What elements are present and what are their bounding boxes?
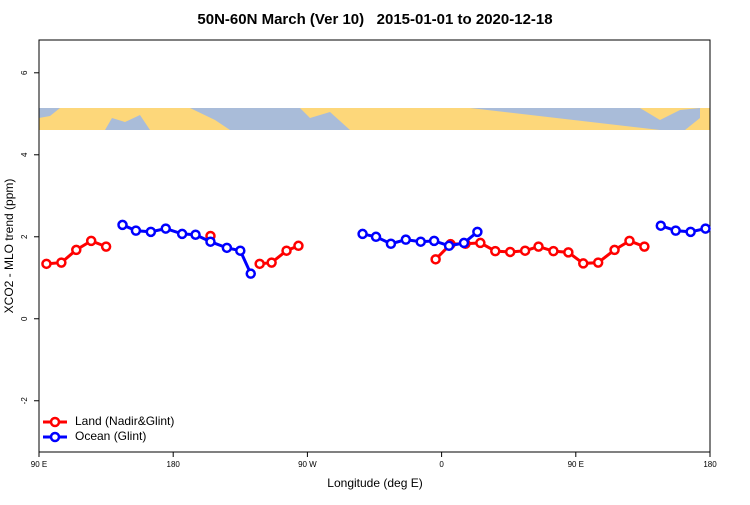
y-tick-label: 6 xyxy=(20,70,29,75)
data-point xyxy=(293,240,304,252)
map-band xyxy=(39,108,710,130)
data-point xyxy=(254,258,265,270)
series-line xyxy=(121,223,253,275)
series-line xyxy=(660,224,706,234)
data-point xyxy=(415,236,426,247)
data-point xyxy=(504,246,516,258)
legend: Land (Nadir&Glint)Ocean (Glint) xyxy=(43,414,174,443)
y-axis-label: XCO2 - MLO trend (ppm) xyxy=(2,179,16,314)
data-point xyxy=(117,219,128,231)
data-point xyxy=(639,241,650,252)
data-point xyxy=(245,268,256,279)
data-point xyxy=(235,245,246,256)
data-point xyxy=(41,258,52,270)
data-point xyxy=(548,245,559,257)
data-point xyxy=(475,237,486,249)
data-point xyxy=(370,231,382,243)
x-tick-label: 180 xyxy=(703,460,717,469)
data-point xyxy=(563,247,574,258)
data-point xyxy=(578,258,589,269)
data-point xyxy=(670,225,681,236)
x-tick-label: 90 E xyxy=(31,460,47,469)
data-point xyxy=(385,238,397,249)
data-point xyxy=(71,244,82,256)
data-point xyxy=(176,228,188,240)
data-point xyxy=(592,257,604,268)
data-point xyxy=(221,242,233,254)
y-tick-label: 2 xyxy=(20,234,29,239)
y-tick-label: 0 xyxy=(20,316,29,321)
data-point xyxy=(266,257,277,268)
data-point xyxy=(458,237,470,249)
data-point xyxy=(190,229,201,240)
legend-swatch-point xyxy=(49,416,61,428)
x-tick-label: 90 W xyxy=(298,460,317,469)
data-point xyxy=(160,223,171,234)
data-point xyxy=(609,244,620,256)
data-point xyxy=(443,240,455,252)
x-tick-label: 90 E xyxy=(568,460,584,469)
data-point xyxy=(428,235,440,247)
data-point xyxy=(700,223,711,234)
data-point xyxy=(655,220,667,231)
data-point xyxy=(519,245,531,256)
data-point xyxy=(533,241,544,252)
data-point xyxy=(205,236,216,247)
data-point xyxy=(357,228,368,240)
x-tick-label: 0 xyxy=(439,460,444,469)
data-point xyxy=(281,245,292,256)
data-point xyxy=(145,226,157,238)
plot-frame xyxy=(38,39,711,453)
data-point xyxy=(624,235,635,247)
x-axis-label: Longitude (deg E) xyxy=(327,476,422,490)
data-point xyxy=(400,234,412,245)
y-tick-label: -2 xyxy=(20,397,29,405)
series xyxy=(117,219,711,279)
data-point xyxy=(56,257,67,268)
legend-label: Ocean (Glint) xyxy=(75,429,146,443)
data-point xyxy=(130,225,142,236)
x-tick-label: 180 xyxy=(167,460,181,469)
chart-title: 50N-60N March (Ver 10) 2015-01-01 to 202… xyxy=(197,11,552,28)
data-point xyxy=(490,245,501,257)
series-line xyxy=(259,244,300,266)
data-point xyxy=(430,254,441,265)
legend-swatch-point xyxy=(49,431,61,443)
data-point xyxy=(685,226,696,238)
y-tick-label: 4 xyxy=(20,152,29,157)
data-point xyxy=(100,241,112,252)
data-point xyxy=(472,226,483,238)
legend-label: Land (Nadir&Glint) xyxy=(75,414,174,428)
data-point xyxy=(85,235,97,247)
